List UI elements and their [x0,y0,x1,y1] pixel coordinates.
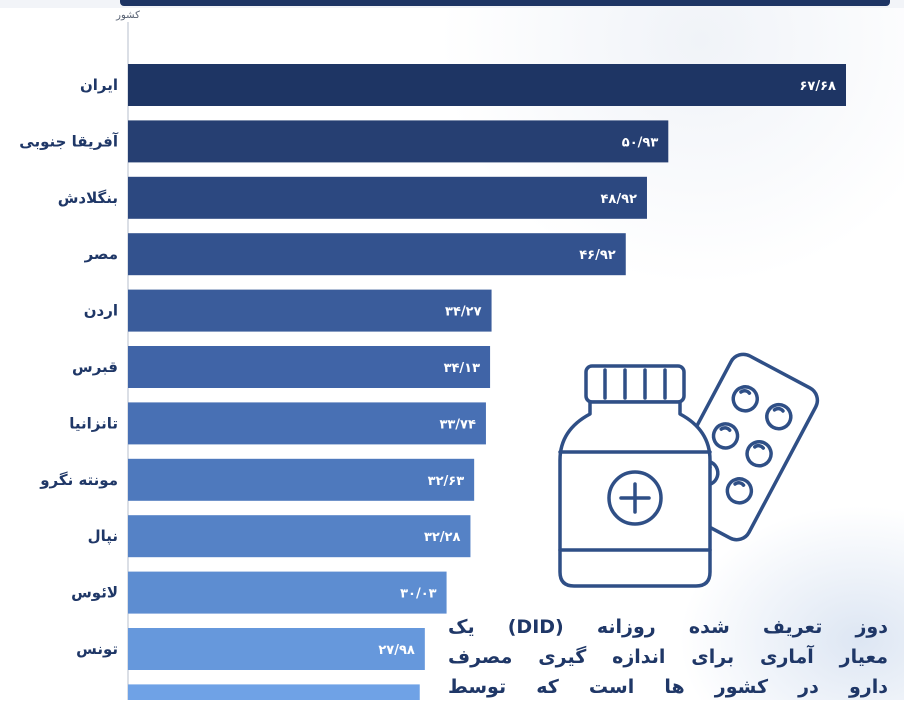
bar-value-label: ۳۴/۲۷ [445,305,482,320]
top-banner [0,0,904,8]
bar [128,684,420,700]
bar [128,120,669,163]
category-label: مصر [84,245,118,263]
bar-value-label: ۳۲/۲۸ [424,530,461,545]
bar-value-label: ۳۳/۷۴ [439,417,476,432]
top-banner-strip [120,0,890,6]
bar [128,64,846,106]
category-label: اردن [84,302,118,320]
category-label: تانزانیا [69,414,118,432]
bar-value-label: ۲۷/۹۸ [378,643,415,658]
bar [128,515,471,558]
y-axis-title: کشور [115,10,140,21]
medicine-bottle-and-pill-blister-icon [558,352,820,588]
category-label: قبرس [72,358,118,376]
bar [128,346,491,388]
bar-value-label: ۳۰/۰۳ [400,587,437,602]
info-line: دارو در کشور ها است که توسط [448,676,888,698]
bar [128,233,626,276]
bar [128,402,486,445]
bar [128,176,647,219]
bar [128,628,425,670]
bar-value-label: ۵۰/۹۳ [622,135,659,150]
category-label: بنگلادش [58,189,118,207]
info-line: معیار آماری برای اندازه گیری مصرف [448,646,888,668]
category-label: تونس [76,640,118,658]
info-text: دوز تعریف شده روزانه (DID) یک معیار آمار… [448,612,888,702]
category-label: لائوس [71,584,118,602]
info-line: دوز تعریف شده روزانه (DID) یک [448,616,888,638]
bar-value-label: ۳۴/۱۳ [444,361,481,376]
bar-value-label: ۴۸/۹۲ [600,192,637,207]
bar-value-label: ۶۷/۶۸ [800,79,837,94]
category-label: مونته نگرو [39,471,118,489]
bar [128,289,492,332]
bars-group: ۶۷/۶۸ ایران ۵۰/۹۳ آفریقا جنوبی ۴۸/۹۲ بنگلادش ۴… [19,64,846,700]
category-label: نپال [88,527,118,546]
bar-value-label: ۳۲/۶۳ [428,474,465,489]
bar-value-label: ۴۶/۹۲ [579,248,616,263]
bar [128,571,447,614]
bar [128,458,475,501]
category-label: ایران [80,76,118,94]
category-label: آفریقا جنوبی [19,132,119,150]
